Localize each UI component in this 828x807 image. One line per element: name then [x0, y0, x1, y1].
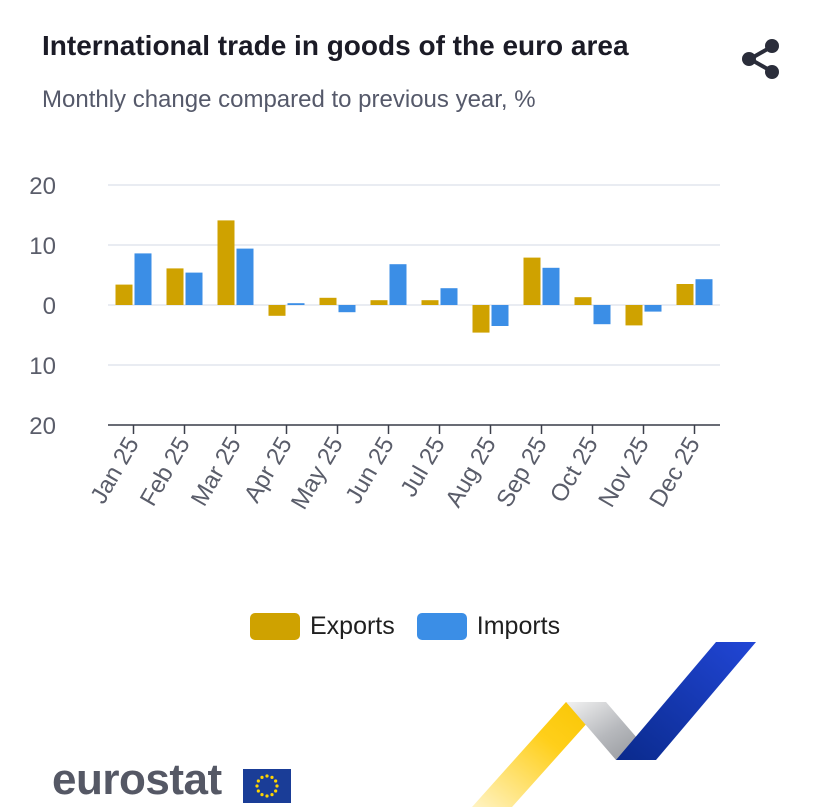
bar-exports-feb-25 — [166, 268, 184, 305]
bar-imports-sep-25 — [542, 267, 560, 305]
bar-exports-jun-25 — [370, 300, 388, 305]
flag-star — [256, 779, 260, 783]
flag-star — [260, 775, 264, 779]
x-tick-label: Jul 25 — [395, 433, 450, 502]
legend-item-exports[interactable]: Exports — [250, 612, 395, 641]
bar-exports-dec-25 — [676, 284, 694, 305]
bar-imports-aug-25 — [491, 305, 509, 326]
eu-flag-icon — [243, 769, 291, 803]
legend-label-imports: Imports — [476, 612, 561, 640]
chart-subtitle: Monthly change compared to previous year… — [42, 86, 536, 113]
bar-exports-aug-25 — [472, 305, 490, 333]
legend-swatch-imports — [416, 613, 467, 640]
bar-imports-feb-25 — [185, 272, 203, 305]
flag-star — [274, 779, 278, 783]
flag-star — [265, 794, 269, 798]
y-tick-label: 20 — [29, 173, 56, 200]
bar-imports-jan-25 — [134, 253, 152, 305]
bar-imports-jun-25 — [389, 264, 407, 305]
bar-exports-may-25 — [319, 297, 337, 305]
bar-exports-jul-25 — [421, 300, 439, 305]
bar-imports-oct-25 — [593, 305, 611, 325]
bar-imports-jul-25 — [440, 288, 458, 305]
flag-star — [274, 789, 278, 793]
bar-imports-nov-25 — [644, 305, 662, 312]
flag-star — [260, 793, 264, 797]
flag-star — [265, 774, 269, 778]
legend-swatch-exports — [250, 613, 300, 640]
y-tick-label: 0 — [43, 293, 56, 320]
flag-star — [275, 784, 279, 788]
y-tick-label: 20 — [29, 413, 56, 440]
legend-item-imports[interactable]: Imports — [416, 612, 561, 641]
bar-exports-oct-25 — [574, 297, 592, 305]
x-tick-label: Feb 25 — [135, 433, 196, 511]
x-tick-label: Mar 25 — [186, 433, 247, 511]
bar-exports-nov-25 — [625, 305, 643, 326]
legend: Exports Imports — [250, 612, 582, 641]
x-tick-label: Jun 25 — [340, 433, 399, 509]
flag-star — [270, 793, 274, 797]
legend-label-exports: Exports — [310, 612, 395, 640]
decorative-ribbon — [472, 642, 756, 807]
bar-imports-dec-25 — [695, 279, 713, 305]
bar-exports-sep-25 — [523, 257, 541, 305]
x-tick-label: Dec 25 — [644, 433, 705, 512]
bar-imports-apr-25 — [287, 303, 305, 305]
flag-star — [270, 775, 274, 779]
share-icon[interactable] — [738, 36, 784, 82]
bar-exports-jan-25 — [115, 284, 133, 305]
flag-star — [256, 789, 260, 793]
y-tick-label: 10 — [29, 353, 56, 380]
bar-exports-apr-25 — [268, 305, 286, 316]
flag-star — [255, 784, 259, 788]
y-tick-label: 10 — [29, 233, 56, 260]
bar-exports-mar-25 — [217, 220, 235, 305]
bar-imports-may-25 — [338, 305, 356, 313]
chart-title: International trade in goods of the euro… — [42, 30, 629, 61]
eurostat-logo: eurostat — [52, 755, 222, 804]
x-tick-label: Sep 25 — [491, 433, 552, 512]
bar-imports-mar-25 — [236, 248, 254, 305]
